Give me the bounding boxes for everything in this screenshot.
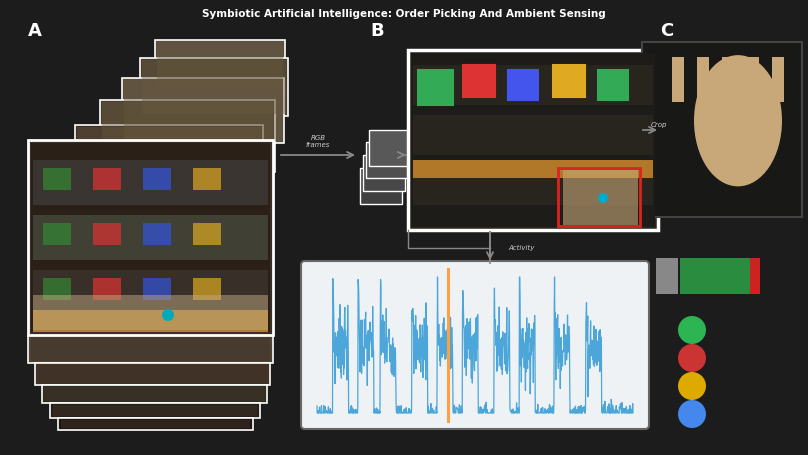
Circle shape [678, 372, 706, 400]
Bar [31, 143, 270, 332]
Bar [155, 40, 285, 92]
Bar [43, 168, 71, 190]
Bar [656, 258, 678, 294]
Bar [750, 258, 760, 294]
Bar [143, 278, 171, 300]
Bar [100, 100, 275, 172]
Bar [772, 57, 784, 102]
Bar [193, 223, 221, 245]
Bar [93, 223, 121, 245]
Bar [75, 125, 263, 205]
Bar [369, 130, 411, 166]
Bar [558, 168, 640, 226]
Ellipse shape [694, 55, 782, 187]
Bar [28, 335, 273, 363]
Bar [33, 160, 268, 205]
Bar [747, 57, 759, 102]
Bar [61, 420, 250, 428]
Text: RGB
frames: RGB frames [305, 135, 330, 148]
Bar [642, 42, 802, 217]
Circle shape [678, 344, 706, 372]
Bar [93, 168, 121, 190]
Bar [31, 337, 270, 361]
Circle shape [598, 193, 608, 203]
Bar [122, 78, 284, 143]
Bar [413, 160, 653, 178]
Bar [33, 295, 268, 330]
Text: Symbiotic Artificial Intelligence: Order Picking And Ambient Sensing: Symbiotic Artificial Intelligence: Order… [202, 9, 606, 19]
Bar [124, 80, 282, 141]
Bar [722, 57, 734, 102]
Bar [680, 258, 750, 294]
Circle shape [678, 400, 706, 428]
Circle shape [162, 309, 174, 321]
Bar [672, 57, 684, 102]
FancyBboxPatch shape [301, 261, 649, 429]
Bar [143, 168, 171, 190]
Bar [411, 53, 655, 227]
Bar [553, 65, 585, 97]
Bar [157, 42, 283, 90]
Bar [33, 310, 268, 332]
Text: C: C [660, 22, 673, 40]
Bar [142, 60, 286, 114]
Bar [28, 140, 273, 335]
Bar [43, 223, 71, 245]
Bar [93, 278, 121, 300]
Text: A: A [28, 22, 42, 40]
Bar [508, 70, 538, 100]
Bar [102, 102, 273, 170]
Bar [697, 57, 709, 102]
Text: B: B [370, 22, 384, 40]
Bar [43, 278, 71, 300]
Bar [418, 70, 453, 105]
Bar [366, 142, 408, 178]
Bar [45, 387, 264, 401]
Bar [413, 115, 653, 155]
Bar [38, 365, 267, 383]
Bar [463, 65, 495, 97]
Bar [143, 223, 171, 245]
Text: Activity: Activity [508, 245, 534, 251]
Bar [53, 405, 257, 416]
Bar [598, 70, 628, 100]
Bar [413, 165, 653, 205]
Bar [140, 58, 288, 116]
Circle shape [678, 316, 706, 344]
Bar [408, 50, 658, 230]
Bar [35, 363, 270, 385]
Bar [360, 168, 402, 204]
Bar [77, 127, 261, 203]
Bar [363, 155, 405, 191]
Bar [33, 215, 268, 260]
Bar [193, 168, 221, 190]
Bar [193, 278, 221, 300]
Text: Crop: Crop [651, 122, 667, 128]
Bar [42, 385, 267, 403]
Bar [58, 418, 253, 430]
Bar [563, 170, 638, 225]
Bar [33, 270, 268, 315]
Bar [413, 65, 653, 105]
Bar [50, 403, 260, 418]
